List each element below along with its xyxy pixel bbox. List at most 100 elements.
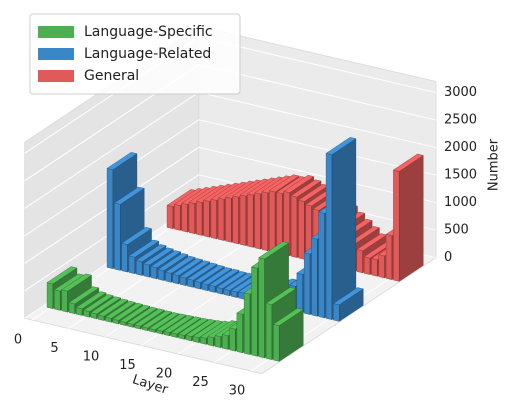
bar-front — [46, 282, 54, 309]
bar-front — [214, 335, 222, 349]
x-tick-label: 5 — [50, 341, 58, 356]
bar-top — [170, 316, 202, 335]
bar-top — [172, 258, 204, 276]
bar-top — [208, 268, 240, 287]
bar-top — [134, 308, 166, 327]
y-tick-label: 500 — [444, 223, 469, 238]
bar-front — [217, 197, 225, 241]
bars — [46, 137, 424, 362]
bar-top — [121, 227, 153, 245]
bar-top — [177, 317, 209, 336]
bar — [272, 308, 304, 362]
bar-top — [186, 262, 218, 281]
bar-top — [265, 287, 297, 305]
bar-top — [150, 250, 182, 269]
bar-front — [143, 263, 150, 278]
y-tick-label: 3000 — [444, 85, 477, 100]
legend-swatch — [38, 26, 74, 38]
bar-top — [156, 313, 187, 332]
bar-front — [150, 266, 157, 280]
bar-front — [166, 205, 174, 229]
bar-top — [104, 300, 136, 319]
bar-front — [243, 292, 251, 355]
bar-top — [61, 273, 93, 292]
bar-top — [141, 310, 173, 329]
x-tick-label: 25 — [192, 375, 209, 390]
bar-front — [393, 169, 400, 282]
y-tick-label: 1500 — [444, 168, 477, 183]
bar-front — [196, 200, 203, 236]
bar-top — [185, 319, 217, 337]
bar-front — [261, 191, 269, 252]
bar-top — [90, 296, 122, 315]
bar-front — [333, 303, 340, 322]
legend-label: Language-Specific — [84, 24, 213, 40]
bar-front — [68, 302, 76, 315]
bar-front — [273, 324, 280, 362]
bar-front — [269, 190, 276, 253]
grid-line — [24, 146, 437, 264]
bar-top — [392, 153, 424, 172]
x-tick-label: 0 — [14, 333, 22, 348]
bar-front — [378, 254, 385, 279]
bar-top — [113, 186, 145, 205]
legend-box — [29, 13, 241, 95]
legend-swatch — [38, 48, 74, 60]
bar-front — [225, 196, 232, 243]
bar-top — [325, 137, 357, 155]
bar-front — [136, 260, 143, 276]
bar-side — [399, 155, 424, 282]
bar-top — [216, 271, 247, 289]
bar-top — [135, 244, 167, 262]
y-tick-label: 2000 — [444, 140, 477, 155]
bar-top — [148, 312, 180, 330]
bar-front — [232, 195, 239, 245]
bar-front — [172, 274, 179, 285]
bar-front — [174, 204, 181, 231]
bar-top — [112, 302, 144, 321]
bar-front — [128, 255, 136, 275]
bar-top — [290, 179, 322, 198]
bar-front — [296, 272, 303, 314]
bar-front — [114, 202, 121, 271]
bar-front — [265, 303, 273, 360]
bar-front — [181, 202, 188, 233]
bar-top — [258, 241, 290, 260]
bar-front — [318, 211, 325, 319]
bar-front — [121, 242, 128, 273]
x-tick-label: 10 — [83, 350, 100, 365]
bar-front — [236, 312, 243, 354]
x-tick-label: 30 — [229, 384, 246, 399]
y-axis-label: Number — [487, 138, 502, 191]
bar-front — [363, 256, 371, 275]
bar-front — [207, 336, 214, 347]
x-tick-label: 20 — [156, 367, 173, 382]
bar-top — [128, 239, 160, 258]
x-tick-label: 15 — [119, 358, 136, 373]
bar-top — [164, 255, 196, 274]
bar-front — [229, 327, 236, 352]
bar-front — [203, 199, 210, 238]
bar-top — [179, 260, 211, 279]
bar-top — [106, 152, 138, 170]
bar-front — [247, 193, 254, 248]
bar-top — [46, 266, 78, 285]
bar-top — [83, 294, 114, 312]
y-tick-label: 0 — [444, 250, 452, 265]
bar-top — [268, 174, 300, 193]
bar-front — [303, 252, 311, 315]
bar-front — [165, 271, 172, 283]
legend-swatch — [38, 70, 74, 82]
bar — [325, 137, 357, 321]
bar-front — [106, 168, 114, 269]
bar-front — [290, 195, 298, 258]
bar-front — [298, 199, 305, 260]
bar-front — [254, 192, 261, 250]
bar-front — [61, 289, 68, 313]
bar-top — [97, 298, 129, 317]
bar-top — [143, 247, 174, 266]
bar-front — [188, 201, 196, 235]
bar-front — [222, 334, 229, 350]
bar-top — [157, 253, 189, 271]
bar-front — [239, 194, 247, 246]
